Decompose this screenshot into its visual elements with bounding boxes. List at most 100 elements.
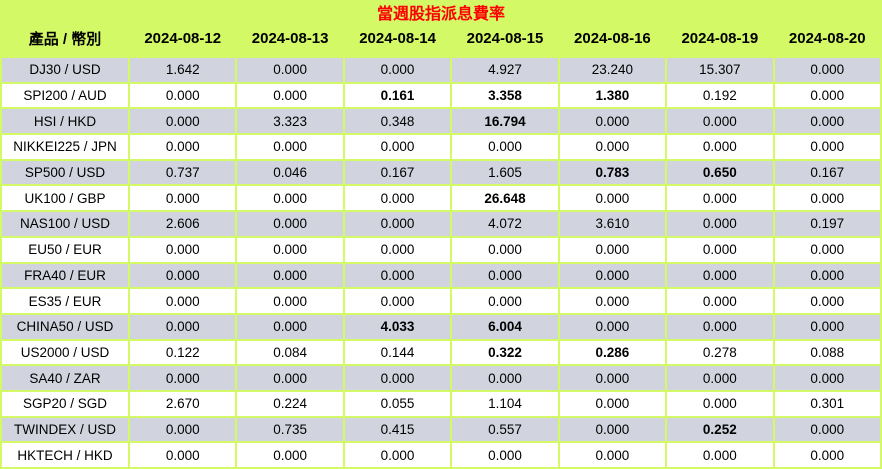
table-header-row: 產品 / 幣別 2024-08-12 2024-08-13 2024-08-14… [1, 24, 881, 57]
rate-cell: 0.000 [235, 364, 345, 392]
rate-cell: 0.000 [772, 312, 882, 341]
rate-cell: 0.000 [127, 312, 238, 341]
product-label: CHINA50 / USD [0, 312, 130, 341]
rate-cell: 0.000 [235, 184, 345, 213]
rate-cell: 0.301 [772, 389, 882, 418]
rate-cell: 0.000 [342, 184, 453, 213]
rate-cell: 0.000 [342, 235, 453, 264]
rate-cell: 0.000 [772, 235, 882, 264]
rate-cell: 0.000 [235, 210, 345, 238]
rate-cell: 0.161 [342, 81, 453, 110]
rate-cell: 0.000 [127, 364, 238, 392]
rate-cell: 0.000 [772, 441, 882, 469]
table-row: CHINA50 / USD 0.000 0.000 4.033 6.004 0.000 0.… [0, 312, 882, 341]
rate-cell: 0.000 [127, 133, 238, 161]
rate-cell: 0.000 [235, 261, 345, 290]
rate-cell: 0.000 [557, 441, 668, 469]
rate-cell: 1.605 [450, 158, 560, 187]
rate-cell: 0.000 [342, 210, 453, 238]
rate-cell: 0.000 [665, 235, 775, 264]
product-label: SGP20 / SGD [0, 389, 130, 418]
rate-cell: 0.000 [557, 133, 668, 161]
rate-cell: 0.000 [665, 210, 775, 238]
table-row: SA40 / ZAR 0.000 0.000 0.000 0.000 0.000 0.000… [0, 364, 882, 392]
rate-cell: 0.000 [772, 133, 882, 161]
rate-cell: 1.104 [450, 389, 560, 418]
rate-cell: 0.000 [450, 364, 560, 392]
product-label: HSI / HKD [0, 107, 130, 136]
title-row: 當週股指派息費率 [1, 0, 881, 24]
rate-cell: 0.000 [772, 415, 882, 444]
rate-cell: 0.000 [450, 441, 560, 469]
rate-cell: 0.000 [665, 364, 775, 392]
rate-cell: 0.000 [342, 364, 453, 392]
table-row: ES35 / EUR 0.000 0.000 0.000 0.000 0.000 0.000… [0, 287, 882, 315]
rate-cell: 0.000 [235, 312, 345, 341]
rate-cell: 0.322 [450, 338, 560, 367]
rate-cell: 0.000 [772, 364, 882, 392]
rate-cell: 0.783 [557, 158, 668, 187]
rate-cell: 0.000 [127, 184, 238, 213]
rate-cell: 0.000 [557, 312, 668, 341]
rate-cell: 0.000 [127, 235, 238, 264]
table-body: DJ30 / USD 1.642 0.000 0.000 4.927 23.240 15.3… [0, 56, 882, 469]
table-row: NAS100 / USD 2.606 0.000 0.000 4.072 3.610 0.0… [0, 210, 882, 238]
rate-cell: 3.610 [557, 210, 668, 238]
product-label: UK100 / GBP [0, 184, 130, 213]
rate-cell: 1.380 [557, 81, 668, 110]
column-header-product: 產品 / 幣別 [1, 24, 129, 57]
rate-cell: 0.192 [665, 81, 775, 110]
rate-cell: 0.252 [665, 415, 775, 444]
rate-cell: 0.144 [342, 338, 453, 367]
rate-cell: 0.046 [235, 158, 345, 187]
table-row: UK100 / GBP 0.000 0.000 0.000 26.648 0.000 0.0… [0, 184, 882, 213]
rate-cell: 0.000 [772, 261, 882, 290]
column-header-date-6: 2024-08-19 [666, 24, 774, 57]
rate-cell: 0.167 [342, 158, 453, 187]
product-label: EU50 / EUR [0, 235, 130, 264]
rate-cell: 0.000 [127, 107, 238, 136]
rate-cell: 2.670 [127, 389, 238, 418]
rate-cell: 4.072 [450, 210, 560, 238]
product-label: TWINDEX / USD [0, 415, 130, 444]
rate-cell: 0.000 [665, 133, 775, 161]
rate-cell: 4.033 [342, 312, 453, 341]
rate-cell: 0.278 [665, 338, 775, 367]
product-label: HKTECH / HKD [0, 441, 130, 469]
rate-cell: 0.000 [772, 184, 882, 213]
rate-cell: 0.000 [665, 261, 775, 290]
rate-cell: 15.307 [665, 56, 775, 84]
rate-cell: 0.000 [772, 287, 882, 315]
rate-cell: 0.000 [235, 133, 345, 161]
table-row: HSI / HKD 0.000 3.323 0.348 16.794 0.000 0.000… [0, 107, 882, 136]
rate-cell: 0.000 [235, 235, 345, 264]
rate-cell: 0.557 [450, 415, 560, 444]
rate-cell: 0.000 [557, 389, 668, 418]
rate-cell: 0.000 [235, 81, 345, 110]
rate-cell: 0.735 [235, 415, 345, 444]
rate-cell: 0.415 [342, 415, 453, 444]
column-header-date-4: 2024-08-15 [451, 24, 559, 57]
column-header-date-5: 2024-08-16 [558, 24, 667, 57]
rate-cell: 0.000 [665, 441, 775, 469]
table-row: US2000 / USD 0.122 0.084 0.144 0.322 0.286 0.2… [0, 338, 882, 367]
rate-cell: 0.348 [342, 107, 453, 136]
rate-cell: 0.084 [235, 338, 345, 367]
rate-cell: 0.055 [342, 389, 453, 418]
rate-cell: 0.224 [235, 389, 345, 418]
rate-cell: 26.648 [450, 184, 560, 213]
column-header-date-3: 2024-08-14 [343, 24, 452, 57]
rate-cell: 0.000 [557, 184, 668, 213]
rate-cell: 1.642 [127, 56, 238, 84]
rate-cell: 0.000 [557, 287, 668, 315]
product-label: FRA40 / EUR [0, 261, 130, 290]
rate-cell: 6.004 [450, 312, 560, 341]
table-row: DJ30 / USD 1.642 0.000 0.000 4.927 23.240 15.3… [0, 56, 882, 84]
rate-cell: 2.606 [127, 210, 238, 238]
rate-cell: 0.000 [665, 287, 775, 315]
table-row: SPI200 / AUD 0.000 0.000 0.161 3.358 1.380 0.1… [0, 81, 882, 110]
rate-cell: 0.000 [450, 287, 560, 315]
rate-cell: 0.000 [665, 184, 775, 213]
rate-cell: 0.000 [235, 287, 345, 315]
rate-cell: 0.000 [127, 81, 238, 110]
